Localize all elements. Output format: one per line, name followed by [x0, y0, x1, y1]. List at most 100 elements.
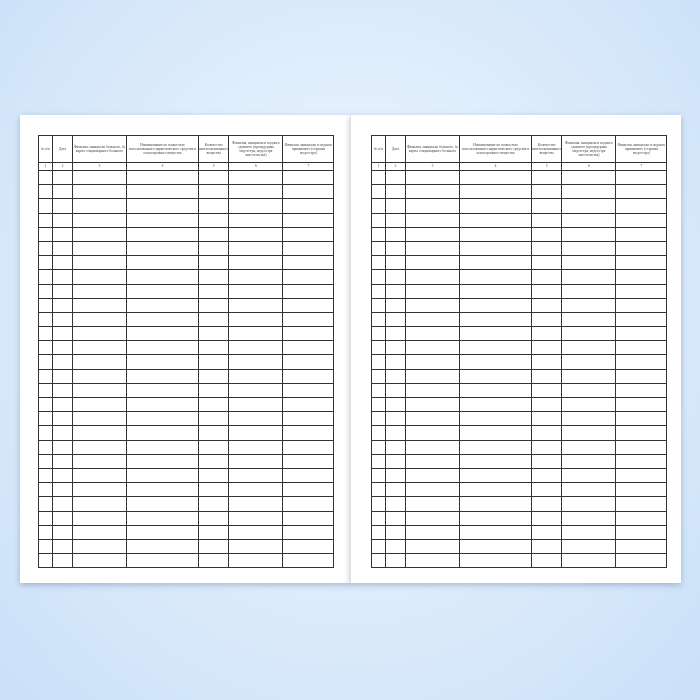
table-cell[interactable]	[371, 439, 386, 455]
table-cell[interactable]	[228, 467, 284, 484]
table-cell[interactable]	[197, 169, 230, 186]
table-cell[interactable]	[530, 510, 563, 526]
table-cell[interactable]	[371, 411, 386, 427]
table-cell[interactable]	[530, 524, 563, 540]
table-cell[interactable]	[405, 226, 460, 242]
table-cell[interactable]	[72, 425, 127, 441]
table-cell[interactable]	[561, 297, 617, 313]
table-cell[interactable]	[371, 169, 386, 186]
table-cell[interactable]	[228, 482, 284, 498]
table-cell[interactable]	[282, 524, 335, 540]
table-cell[interactable]	[52, 311, 73, 328]
table-cell[interactable]	[126, 340, 199, 356]
table-cell[interactable]	[228, 524, 284, 540]
table-cell[interactable]	[561, 212, 617, 228]
table-cell[interactable]	[72, 326, 127, 342]
table-cell[interactable]	[561, 226, 617, 242]
table-cell[interactable]	[197, 382, 230, 399]
table-cell[interactable]	[561, 482, 617, 498]
table-cell[interactable]	[197, 226, 230, 242]
table-cell[interactable]	[530, 198, 563, 214]
table-cell[interactable]	[282, 411, 335, 427]
table-cell[interactable]	[561, 198, 617, 214]
table-cell[interactable]	[197, 311, 230, 328]
table-cell[interactable]	[228, 425, 284, 441]
table-cell[interactable]	[385, 311, 406, 328]
table-cell[interactable]	[459, 368, 532, 384]
table-cell[interactable]	[385, 184, 406, 200]
table-cell[interactable]	[371, 425, 386, 441]
table-cell[interactable]	[38, 510, 53, 526]
table-cell[interactable]	[52, 396, 73, 413]
table-cell[interactable]	[228, 326, 284, 342]
table-cell[interactable]	[228, 496, 284, 512]
table-cell[interactable]	[52, 425, 73, 441]
table-cell[interactable]	[52, 226, 73, 242]
table-cell[interactable]	[52, 212, 73, 228]
table-cell[interactable]	[126, 198, 199, 214]
table-cell[interactable]	[615, 368, 668, 384]
table-cell[interactable]	[530, 368, 563, 384]
table-cell[interactable]	[52, 184, 73, 200]
table-cell[interactable]	[197, 269, 230, 285]
table-cell[interactable]	[52, 538, 73, 555]
table-cell[interactable]	[126, 396, 199, 413]
table-cell[interactable]	[615, 226, 668, 242]
table-cell[interactable]	[197, 240, 230, 257]
table-cell[interactable]	[126, 269, 199, 285]
table-cell[interactable]	[405, 411, 460, 427]
table-cell[interactable]	[371, 467, 386, 484]
table-cell[interactable]	[52, 510, 73, 526]
table-cell[interactable]	[282, 553, 335, 569]
table-cell[interactable]	[282, 467, 335, 484]
table-cell[interactable]	[405, 368, 460, 384]
table-cell[interactable]	[126, 524, 199, 540]
table-cell[interactable]	[385, 340, 406, 356]
table-cell[interactable]	[38, 198, 53, 214]
table-cell[interactable]	[38, 297, 53, 313]
table-cell[interactable]	[72, 169, 127, 186]
table-cell[interactable]	[228, 226, 284, 242]
table-cell[interactable]	[282, 212, 335, 228]
table-cell[interactable]	[459, 283, 532, 299]
table-cell[interactable]	[530, 411, 563, 427]
table-cell[interactable]	[371, 538, 386, 555]
table-cell[interactable]	[38, 340, 53, 356]
table-cell[interactable]	[405, 425, 460, 441]
table-cell[interactable]	[385, 354, 406, 370]
table-cell[interactable]	[72, 269, 127, 285]
table-cell[interactable]	[38, 184, 53, 200]
table-cell[interactable]	[228, 382, 284, 399]
table-cell[interactable]	[126, 510, 199, 526]
table-cell[interactable]	[371, 184, 386, 200]
table-cell[interactable]	[561, 240, 617, 257]
table-cell[interactable]	[459, 538, 532, 555]
table-cell[interactable]	[197, 340, 230, 356]
table-cell[interactable]	[385, 169, 406, 186]
table-cell[interactable]	[126, 411, 199, 427]
table-cell[interactable]	[371, 482, 386, 498]
table-cell[interactable]	[371, 368, 386, 384]
table-cell[interactable]	[561, 283, 617, 299]
table-cell[interactable]	[197, 354, 230, 370]
table-cell[interactable]	[282, 240, 335, 257]
table-cell[interactable]	[405, 439, 460, 455]
table-cell[interactable]	[228, 411, 284, 427]
table-cell[interactable]	[615, 496, 668, 512]
table-cell[interactable]	[228, 269, 284, 285]
table-cell[interactable]	[52, 297, 73, 313]
table-cell[interactable]	[615, 326, 668, 342]
table-cell[interactable]	[72, 396, 127, 413]
table-cell[interactable]	[38, 212, 53, 228]
table-cell[interactable]	[371, 382, 386, 399]
table-cell[interactable]	[72, 226, 127, 242]
table-cell[interactable]	[385, 396, 406, 413]
table-cell[interactable]	[371, 311, 386, 328]
table-cell[interactable]	[126, 553, 199, 569]
table-cell[interactable]	[38, 354, 53, 370]
table-cell[interactable]	[405, 340, 460, 356]
table-cell[interactable]	[615, 396, 668, 413]
table-cell[interactable]	[459, 382, 532, 399]
table-cell[interactable]	[228, 311, 284, 328]
table-cell[interactable]	[530, 283, 563, 299]
